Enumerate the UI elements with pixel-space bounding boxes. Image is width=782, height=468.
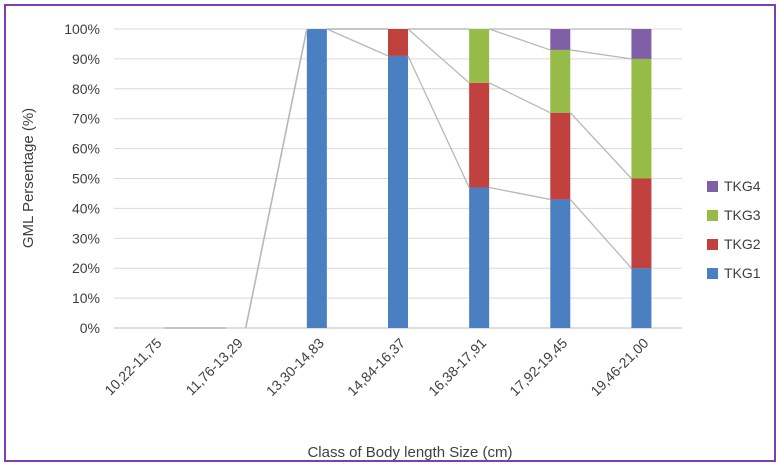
y-tick-label: 40% [72,200,100,216]
bar-segment-tkg2 [469,82,490,188]
bar-segment-tkg3 [550,49,571,113]
x-axis-title: Class of Body length Size (cm) [307,444,512,461]
legend-swatch-tkg3 [707,210,718,221]
legend-label-tkg4: TKG4 [724,178,761,194]
series-line-tkg1 [489,186,551,201]
series-line-tkg2 [407,28,470,84]
x-tick-label: 11,76-13,29 [182,335,246,399]
bar-segment-tkg1 [631,268,652,328]
bar-segment-tkg4 [631,29,652,59]
series-line-tkg3 [488,28,551,51]
series-line-tkg3 [570,49,632,60]
legend-label-tkg3: TKG3 [724,207,761,223]
series-line-tkg4 [245,28,308,329]
legend-label-tkg2: TKG2 [724,236,761,252]
y-axis-title: GML Persentage (%) [20,108,37,248]
y-tick-label: 10% [72,290,100,306]
x-tick-label: 10,22-11,75 [101,335,165,399]
series-line-tkg1 [326,28,389,57]
x-tick-label: 14,84-16,37 [344,335,408,399]
series-lines [164,28,632,329]
bar-segment-tkg3 [631,58,652,179]
bar-segment-tkg2 [388,29,408,56]
bars [306,29,652,328]
legend-swatch-tkg4 [707,181,718,192]
y-axis-ticks: 0% 10% 20% 30% 40% 50% 60% 70% 80% 90% 100% [64,21,100,336]
legend-swatch-tkg2 [707,239,718,250]
x-axis-ticks: 10,22-11,75 11,76-13,29 13,30-14,83 14,84-1… [101,335,651,399]
y-tick-label: 90% [72,51,100,67]
y-tick-label: 70% [72,111,100,127]
series-line-tkg2 [488,82,551,114]
x-tick-label: 13,30-14,83 [263,335,327,399]
bar-segment-tkg1 [469,187,490,328]
y-tick-label: 30% [72,230,100,246]
y-tick-label: 100% [64,21,100,37]
bar-segment-tkg2 [550,112,571,200]
bar-segment-tkg1 [306,29,327,328]
bar-segment-tkg4 [550,29,571,50]
legend: TKG4 TKG3 TKG2 TKG1 [707,178,761,281]
bar-segment-tkg1 [388,55,408,328]
legend-swatch-tkg1 [707,268,718,279]
bar-segment-tkg1 [550,199,571,328]
legend-label-tkg1: TKG1 [724,265,761,281]
x-tick-label: 19,46-21,00 [587,335,651,399]
y-tick-label: 80% [72,81,100,97]
bar-segment-tkg2 [631,178,652,269]
y-tick-label: 20% [72,260,100,276]
y-tick-label: 60% [72,141,100,157]
y-tick-label: 50% [72,171,100,187]
x-tick-label: 16,38-17,91 [425,335,489,399]
y-tick-label: 0% [80,320,100,336]
series-line-tkg1 [407,55,470,188]
bar-segment-tkg3 [469,29,490,83]
series-line-tkg1 [569,198,632,269]
x-tick-label: 17,92-19,45 [506,335,570,399]
series-line-tkg2 [569,112,632,179]
